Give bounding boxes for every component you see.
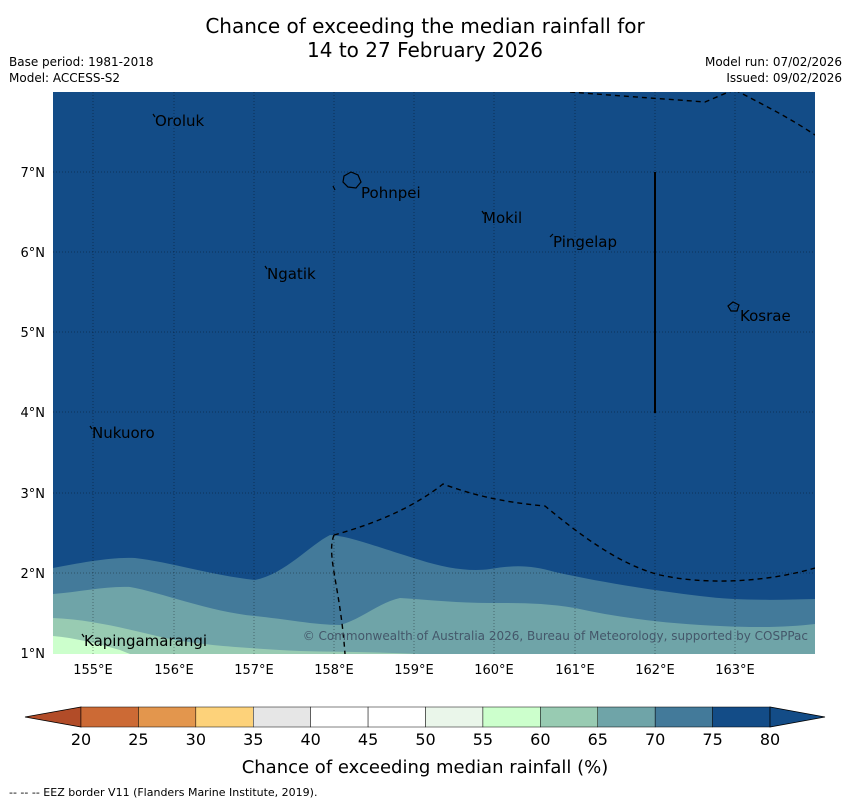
rainfall-band-60	[53, 636, 130, 654]
lat-label: 4°N	[21, 406, 46, 421]
colorbar-tick-label: 70	[645, 730, 665, 749]
lon-label: 162°E	[635, 663, 675, 678]
lat-label: 2°N	[21, 567, 46, 582]
colorbar-tick-label: 25	[128, 730, 148, 749]
colorbar-segment	[138, 706, 197, 728]
lat-label: 6°N	[21, 246, 46, 261]
colorbar-segment	[597, 706, 656, 728]
colorbar-ticks: 20 25 30 35 40 45 50 55 60 65 70 75 80	[71, 730, 780, 749]
colorbar-segment	[367, 706, 426, 728]
kosrae-outline	[727, 301, 740, 312]
colorbar-tick-label: 55	[473, 730, 493, 749]
lon-label: 155°E	[73, 663, 113, 678]
colorbar-segment	[425, 706, 484, 728]
graticule	[53, 92, 815, 654]
pohnpei-outline	[342, 171, 362, 189]
lat-label: 5°N	[21, 326, 46, 341]
colorbar-segment	[195, 706, 254, 728]
island-label: Mokil	[483, 209, 522, 227]
lat-label: 7°N	[21, 166, 46, 181]
colorbar-extend-high	[769, 706, 826, 728]
lat-label: 1°N	[21, 647, 46, 662]
colorbar-segment	[540, 706, 598, 728]
ocean-background	[53, 92, 815, 654]
colorbar-segment	[712, 706, 771, 728]
colorbar-tick-label: 30	[186, 730, 206, 749]
lat-label: 3°N	[21, 487, 46, 502]
island-label: Nukuoro	[92, 424, 155, 442]
run-info: Model run: 07/02/2026 Issued: 09/02/2026	[705, 54, 842, 86]
colorbar-segment	[310, 706, 369, 728]
island-label: Kapingamarangi	[84, 632, 207, 650]
model-run-date: Model run: 07/02/2026	[704, 55, 842, 69]
colorbar-tick-label: 65	[588, 730, 608, 749]
lon-label: 158°E	[314, 663, 354, 678]
island-label: Kosrae	[740, 307, 791, 325]
colorbar-tick-label: 60	[530, 730, 550, 749]
island-label: Pingelap	[553, 233, 617, 251]
map-area: Oroluk Pohnpei Mokil Pingelap Ngatik Kos…	[53, 92, 815, 654]
model-info: Base period: 1981-2018 Model: ACCESS-S2	[9, 54, 154, 86]
colorbar-segment	[654, 706, 713, 728]
colorbar-segment	[253, 706, 311, 728]
island-label: Oroluk	[155, 112, 204, 130]
colorbar-tick-label: 35	[243, 730, 263, 749]
latitude-labels: 7°N 6°N 5°N 4°N 3°N 2°N 1°N	[21, 166, 46, 662]
lon-label: 163°E	[715, 663, 755, 678]
colorbar	[24, 706, 826, 728]
lon-label: 159°E	[394, 663, 434, 678]
colorbar-tick-label: 50	[415, 730, 435, 749]
chart-title-line1: Chance of exceeding the median rainfall …	[205, 14, 645, 38]
rainfall-band-70	[53, 586, 815, 654]
longitude-labels: 155°E 156°E 157°E 158°E 159°E 160°E 161°…	[73, 663, 755, 678]
island-labels: Oroluk Pohnpei Mokil Pingelap Ngatik Kos…	[84, 112, 791, 650]
lon-label: 161°E	[555, 663, 595, 678]
eez-footnote: -- -- -- EEZ border V11 (Flanders Marine…	[9, 786, 318, 799]
island-label: Ngatik	[267, 265, 316, 283]
copyright-notice: © Commonwealth of Australia 2026, Bureau…	[303, 629, 808, 643]
issued-date: Issued: 09/02/2026	[726, 71, 842, 85]
colorbar-title: Chance of exceeding median rainfall (%)	[242, 757, 609, 778]
model-name: Model: ACCESS-S2	[9, 71, 121, 85]
lon-label: 157°E	[234, 663, 274, 678]
base-period: Base period: 1981-2018	[9, 55, 154, 69]
island-label: Pohnpei	[361, 184, 421, 202]
lon-label: 156°E	[154, 663, 194, 678]
colorbar-segment	[80, 706, 139, 728]
colorbar-tick-label: 75	[702, 730, 722, 749]
colorbar-tick-label: 80	[760, 730, 780, 749]
colorbar-tick-label: 45	[358, 730, 378, 749]
colorbar-tick-label: 20	[71, 730, 91, 749]
colorbar-extend-low	[24, 706, 82, 728]
island-outlines	[81, 113, 740, 638]
chart-title-line2: 14 to 27 February 2026	[307, 38, 543, 62]
rainfall-band-65	[53, 618, 420, 654]
eez-borders	[330, 92, 815, 654]
colorbar-segment	[482, 706, 541, 728]
colorbar-tick-label: 40	[300, 730, 320, 749]
lon-label: 160°E	[474, 663, 514, 678]
